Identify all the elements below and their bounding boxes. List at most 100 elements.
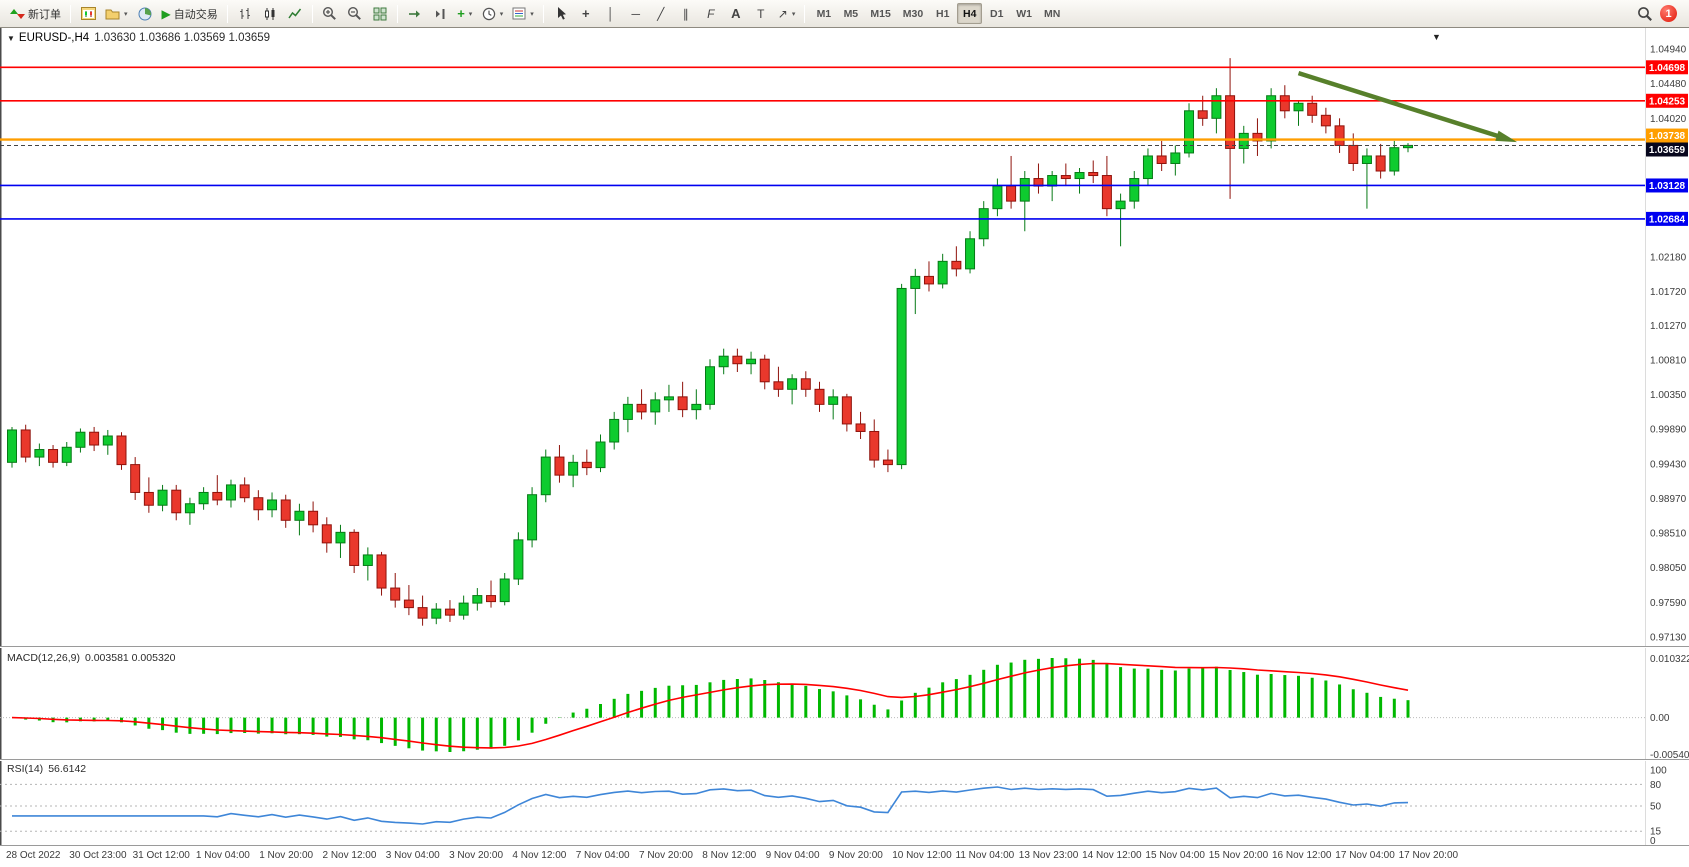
label-icon: T (757, 6, 765, 21)
chart-shift-marker[interactable]: ▼ (1432, 32, 1441, 42)
autotrading-play-icon: ▶ (161, 6, 171, 21)
market-watch-button[interactable] (133, 2, 157, 25)
candle (1074, 172, 1085, 180)
candle (1225, 95, 1236, 149)
candles (7, 58, 1413, 626)
time-axis[interactable]: 28 Oct 2022 30 Oct 23:00 31 Oct 12:00 1 Nov… (6, 850, 1459, 861)
time-tick-label: 30 Oct 23:00 (69, 850, 127, 861)
notification-badge[interactable]: 1 (1660, 5, 1677, 22)
time-tick-label: 13 Nov 23:00 (1019, 850, 1079, 861)
templates-button[interactable]: ▾ (508, 2, 538, 25)
candle (1197, 110, 1208, 119)
tile-windows-button[interactable] (368, 2, 392, 25)
candle (225, 484, 236, 501)
candle (622, 403, 633, 420)
timeframe-button-D1[interactable]: D1 (984, 3, 1009, 24)
timeframe-button-MN[interactable]: MN (1039, 3, 1065, 24)
svg-text:1.04698: 1.04698 (1649, 63, 1686, 74)
candle (1019, 178, 1030, 202)
price-tick-label: 1.01270 (1650, 321, 1687, 332)
vertical-line-button[interactable]: │ (599, 2, 623, 25)
candle (1375, 155, 1386, 172)
timeframe-button-M30[interactable]: M30 (898, 3, 928, 24)
time-tick-label: 4 Nov 12:00 (512, 850, 566, 861)
zoom-in-button[interactable] (318, 2, 342, 25)
bar-chart-button[interactable] (233, 2, 257, 25)
candle (171, 489, 182, 514)
candle (75, 431, 86, 448)
candle (34, 449, 45, 458)
time-tick-label: 17 Nov 20:00 (1399, 850, 1459, 861)
new-order-label: 新订单 (28, 8, 61, 21)
price-tick-label: 0.97130 (1650, 632, 1687, 643)
timeframe-button-M1[interactable]: M1 (811, 3, 836, 24)
tile-windows-icon (373, 7, 387, 20)
candle (705, 366, 715, 405)
line-chart-button[interactable] (283, 2, 307, 25)
fibonacci-button[interactable]: F (699, 2, 723, 25)
timeframe-button-M15[interactable]: M15 (865, 3, 895, 24)
candle (1129, 178, 1140, 202)
search-icon (1638, 6, 1652, 21)
macd-axis-label: 0.010322 (1650, 654, 1689, 665)
trendline-button[interactable]: ╱ (649, 2, 673, 25)
periods-button[interactable]: ▾ (478, 2, 508, 25)
rsi-line (12, 786, 1409, 825)
arrows-button[interactable]: ↗ ▾ (774, 2, 800, 25)
price-tick-label: 0.98970 (1650, 494, 1687, 505)
label-button[interactable]: T (749, 2, 773, 25)
time-tick-label: 7 Nov 04:00 (576, 850, 630, 861)
time-tick-label: 7 Nov 20:00 (639, 850, 693, 861)
candle (212, 491, 223, 501)
crosshair-button[interactable]: + (574, 2, 598, 25)
candle (1047, 175, 1058, 187)
candle (349, 531, 360, 566)
candle (7, 429, 17, 463)
auto-scroll-button[interactable] (403, 2, 427, 25)
new-order-icon (10, 8, 25, 19)
indicators-button[interactable]: + ▾ (453, 2, 477, 25)
trend-arrow[interactable] (1297, 71, 1505, 141)
time-tick-label: 2 Nov 12:00 (323, 850, 377, 861)
horizontal-line-button[interactable]: ─ (624, 2, 648, 25)
price-tag: 1.04253 (1646, 93, 1688, 108)
cursor-button[interactable] (549, 2, 573, 25)
timeframe-button-H4[interactable]: H4 (957, 3, 983, 24)
candle (417, 607, 428, 619)
clock-icon (482, 7, 495, 20)
new-chart-button[interactable] (76, 2, 100, 25)
text-button[interactable]: A (724, 2, 748, 25)
autotrading-button[interactable]: ▶ 自动交易 (158, 2, 222, 25)
rsi-value: 56.6142 (48, 763, 87, 775)
timeframe-button-H1[interactable]: H1 (930, 3, 955, 24)
candle (773, 381, 784, 390)
candle (48, 449, 59, 463)
candle (978, 208, 989, 240)
caret-down-icon: ▾ (791, 10, 796, 18)
zoom-in-icon (323, 6, 337, 20)
new-order-button[interactable]: 新订单 (6, 2, 65, 25)
time-tick-label: 15 Nov 20:00 (1209, 850, 1269, 861)
zoom-out-button[interactable] (343, 2, 367, 25)
profiles-button[interactable]: ▾ (101, 2, 132, 25)
candle (691, 403, 702, 411)
timeframe-button-M5[interactable]: M5 (838, 3, 863, 24)
price-tick-label: 0.99890 (1650, 425, 1687, 436)
bar-chart-icon (239, 7, 250, 19)
channel-button[interactable]: ∥ (674, 2, 698, 25)
candle (20, 429, 31, 458)
search-button[interactable] (1633, 2, 1657, 25)
candle (130, 464, 141, 493)
toolbar-separator (70, 4, 71, 23)
timeframe-button-W1[interactable]: W1 (1011, 3, 1037, 24)
rsi-axis-label: 15 (1650, 827, 1662, 838)
chart-canvas[interactable]: 1.049401.044801.040201.035601.031001.026… (0, 28, 1689, 867)
candle (677, 396, 688, 411)
time-tick-label: 1 Nov 04:00 (196, 850, 250, 861)
candle (89, 431, 100, 446)
candlestick-button[interactable] (258, 2, 282, 25)
chart-shift-icon (435, 8, 445, 19)
candle (1252, 132, 1263, 142)
chart-shift-button[interactable] (428, 2, 452, 25)
